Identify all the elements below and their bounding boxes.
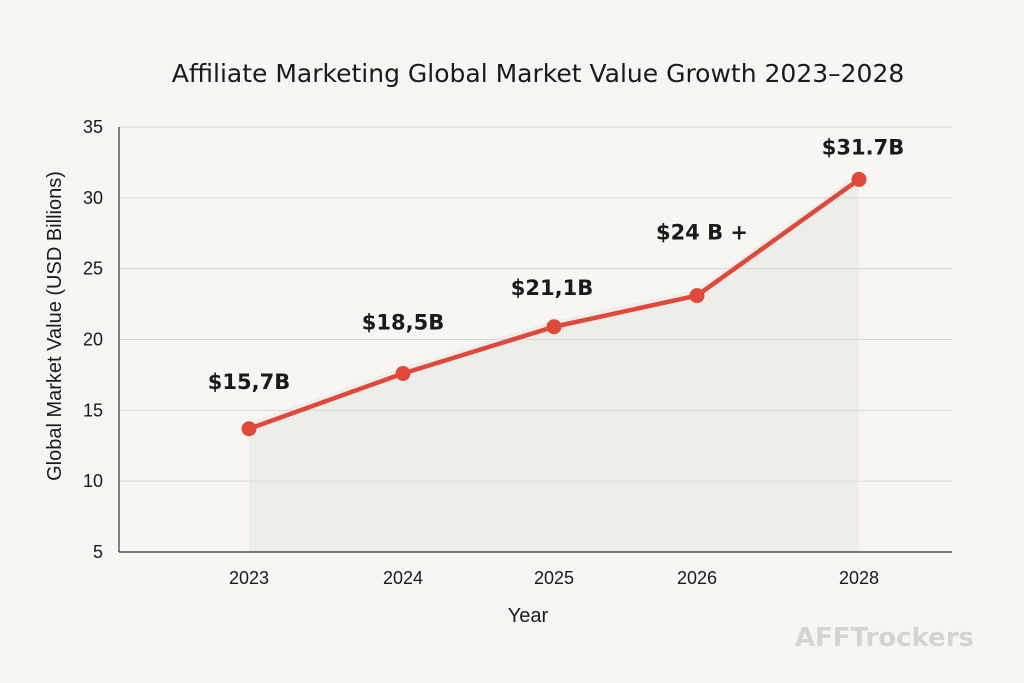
data-points (241, 171, 867, 437)
y-tick-label: 15 (83, 400, 103, 420)
y-tick-label: 25 (83, 259, 103, 279)
x-tick-label: 2024 (383, 568, 423, 588)
data-point (851, 171, 867, 187)
data-label: $24 B + (656, 221, 748, 245)
y-tick-labels: 5 10 15 20 25 30 35 (83, 117, 103, 562)
y-tick-label: 5 (93, 542, 103, 562)
chart-title: Affiliate Marketing Global Market Value … (172, 59, 905, 88)
data-label: $15,7B (208, 370, 290, 394)
x-tick-label: 2028 (839, 568, 879, 588)
y-tick-label: 30 (83, 188, 103, 208)
watermark-text: AFFTrockers (795, 623, 974, 653)
y-tick-label: 35 (83, 117, 103, 137)
area-fill (249, 173, 859, 552)
y-tick-label: 10 (83, 471, 103, 491)
area-layer (249, 173, 859, 552)
x-tick-label: 2023 (229, 568, 269, 588)
data-label: $18,5B (362, 311, 444, 335)
data-label: $21,1B (511, 276, 593, 300)
y-axis-label: Global Market Value (USD Billions) (44, 171, 66, 481)
axis-layer (118, 127, 952, 553)
grid-layer (119, 126, 952, 482)
y-tick-label: 20 (83, 330, 103, 350)
data-label: $31.7B (822, 135, 904, 159)
data-point (546, 319, 562, 335)
data-point (395, 366, 411, 381)
x-tick-label: 2025 (534, 568, 574, 588)
x-axis-label: Year (508, 605, 549, 627)
data-point (689, 288, 705, 304)
x-tick-labels: 2023 2024 2025 2026 2028 (229, 568, 879, 588)
x-tick-label: 2026 (677, 568, 717, 588)
data-point (241, 421, 257, 437)
data-labels: $15,7B $18,5B $21,1B $24 B + $31.7B (208, 135, 904, 393)
